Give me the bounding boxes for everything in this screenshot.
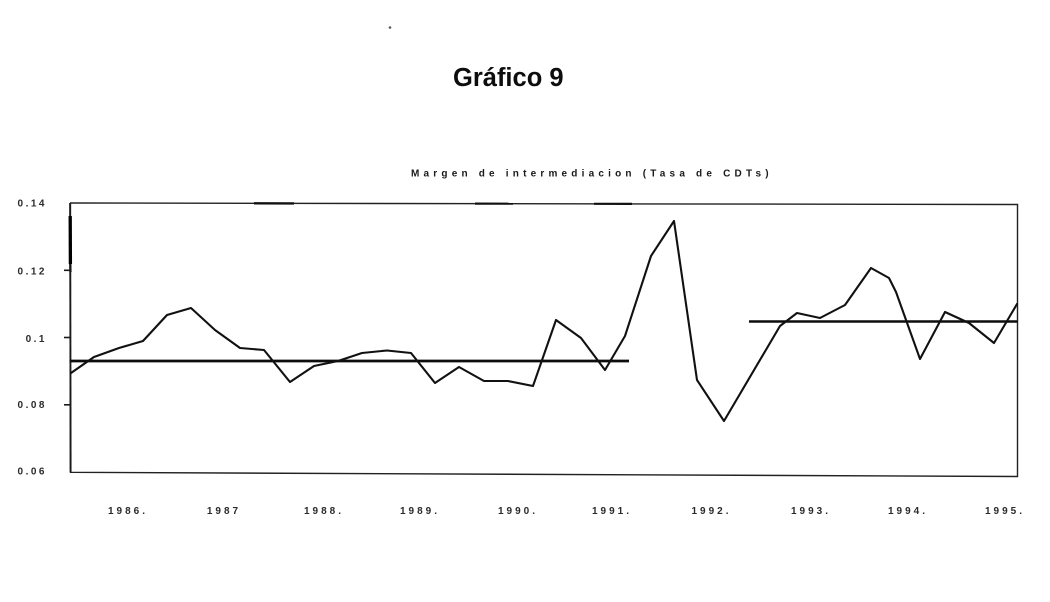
svg-text:1992.: 1992. [691, 506, 731, 517]
svg-text:0.1: 0.1 [26, 334, 47, 345]
svg-text:0.06: 0.06 [18, 467, 47, 478]
svg-text:1987: 1987 [207, 506, 241, 517]
svg-text:Gráfico 9: Gráfico 9 [453, 64, 564, 92]
svg-text:Margen de intermediacion (Tasa: Margen de intermediacion (Tasa de CDTs) [411, 169, 773, 180]
svg-text:0.08: 0.08 [18, 400, 47, 411]
svg-text:1988.: 1988. [304, 506, 344, 517]
svg-text:1989.: 1989. [400, 506, 440, 517]
svg-text:1993.: 1993. [791, 506, 831, 517]
svg-text:1986.: 1986. [108, 506, 148, 517]
svg-text:0.12: 0.12 [18, 267, 47, 278]
svg-text:1995.: 1995. [985, 506, 1025, 517]
svg-text:1991.: 1991. [592, 506, 632, 517]
svg-text:1994.: 1994. [888, 506, 928, 517]
svg-text:1990.: 1990. [498, 506, 538, 517]
svg-text:0.14: 0.14 [18, 199, 47, 210]
